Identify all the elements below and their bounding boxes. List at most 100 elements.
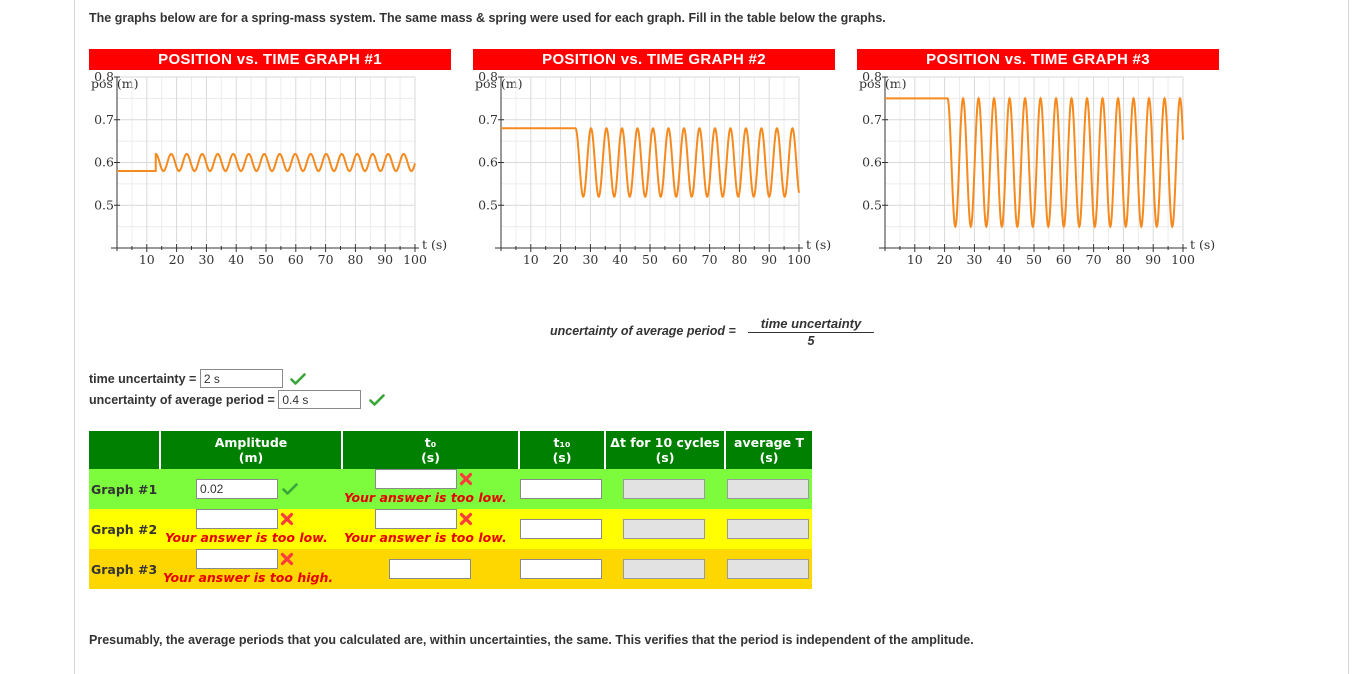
- t10-cell: [519, 549, 605, 589]
- x-tick-label: 20: [937, 252, 953, 267]
- x-tick-label: 70: [1086, 252, 1102, 267]
- page-frame-left: [74, 0, 75, 674]
- graph-plot: pos (m) t (s) 10 20 30 40 50 60 70 80 90 100 0.5 0.…: [859, 69, 1215, 267]
- average-t-output: [727, 519, 809, 539]
- t10-cell: [519, 509, 605, 549]
- delta-t-cell: [605, 549, 725, 589]
- x-tick-label: 60: [1056, 252, 1072, 267]
- table-row-graph-3: Graph #3 Your answer is too high.: [89, 549, 812, 589]
- average-t-cell: [725, 549, 812, 589]
- y-tick-label: 0.6: [478, 155, 498, 170]
- amplitude-error-message: Your answer is too low.: [165, 530, 328, 545]
- cross-icon: [280, 552, 294, 566]
- delta-t-cell: [605, 509, 725, 549]
- x-tick-label: 50: [642, 252, 658, 267]
- graph-plot: pos (m) t (s) 10 20 30 40 50 60 70 80 90 100 0.5 0.…: [475, 69, 831, 267]
- time-uncertainty-input[interactable]: 2 s: [199, 369, 283, 388]
- x-tick-label: 40: [228, 252, 244, 267]
- y-tick-label: 0.7: [478, 112, 498, 127]
- y-tick-label: 0.7: [94, 112, 114, 127]
- amplitude-error-message: Your answer is too high.: [163, 570, 334, 585]
- y-tick-label: 0.8: [94, 69, 114, 84]
- amplitude-input[interactable]: [196, 509, 278, 529]
- avg-period-uncertainty-input[interactable]: 0.4 s: [278, 390, 362, 409]
- x-tick-label: 90: [377, 252, 393, 267]
- formula-fraction: time uncertainty 5: [748, 316, 874, 348]
- x-tick-label: 80: [731, 252, 747, 267]
- header-line1: Amplitude: [214, 435, 288, 450]
- x-tick-label: 10: [139, 252, 155, 267]
- header-line2: (s): [655, 450, 675, 465]
- x-tick-label: 30: [582, 252, 598, 267]
- t10-input[interactable]: [520, 519, 602, 539]
- y-tick-label: 0.8: [478, 69, 498, 84]
- header-line2: (s): [552, 450, 572, 465]
- position-curve: [885, 96, 1184, 229]
- header-line1: t₀: [424, 435, 437, 450]
- t0-input[interactable]: [389, 559, 471, 579]
- y-tick-label: 0.5: [478, 197, 498, 212]
- amplitude-cell: Your answer is too high.: [160, 549, 342, 589]
- t10-input[interactable]: [520, 479, 602, 499]
- amplitude-input[interactable]: [196, 549, 278, 569]
- x-tick-label: 80: [1115, 252, 1131, 267]
- graph-title: POSITION vs. TIME GRAPH #3: [857, 49, 1219, 70]
- header-t10: t₁₀ (s): [519, 431, 606, 469]
- delta-t-cell: [605, 469, 725, 509]
- graph-title: POSITION vs. TIME GRAPH #2: [473, 49, 835, 70]
- table-header-row: Amplitude (m) t₀ (s) t₁₀ (s) Δt for 10 cycl…: [89, 431, 812, 469]
- x-tick-label: 100: [1171, 252, 1195, 267]
- row-label: Graph #1: [89, 469, 160, 509]
- header-amplitude: Amplitude (m): [160, 431, 343, 469]
- position-time-graph-1: POSITION vs. TIME GRAPH #1 pos (m) t (s)…: [89, 49, 509, 279]
- delta-t-output: [623, 519, 705, 539]
- t0-input[interactable]: [375, 469, 457, 489]
- intro-text: The graphs below are for a spring-mass s…: [89, 11, 886, 25]
- header-average-t: average T (s): [725, 431, 812, 469]
- t0-cell: Your answer is too low.: [342, 469, 519, 509]
- x-axis-label: t (s): [422, 237, 447, 252]
- header-line1: t₁₀: [553, 435, 571, 450]
- conclusion-text: Presumably, the average periods that you…: [89, 633, 974, 647]
- t0-input[interactable]: [375, 509, 457, 529]
- average-t-cell: [725, 469, 812, 509]
- x-tick-label: 70: [318, 252, 334, 267]
- check-icon: [282, 483, 298, 495]
- y-tick-label: 0.7: [862, 112, 882, 127]
- avg-period-uncertainty-label: uncertainty of average period =: [89, 392, 275, 407]
- plot-area: 10 20 30 40 50 60 70 80 90 100 0.5 0.6 0.7 0.8: [862, 69, 1195, 267]
- formula-numerator: time uncertainty: [748, 316, 874, 333]
- t0-cell: [342, 549, 519, 589]
- header-blank: [89, 431, 161, 469]
- results-table: Amplitude (m) t₀ (s) t₁₀ (s) Δt for 10 cycl…: [89, 431, 812, 589]
- x-tick-label: 20: [553, 252, 569, 267]
- y-tick-label: 0.6: [862, 155, 882, 170]
- x-tick-label: 10: [907, 252, 923, 267]
- page-frame-right: [1348, 0, 1349, 674]
- table-row-graph-1: Graph #1 0.02 Your answer is too low.: [89, 469, 812, 509]
- t0-error-message: Your answer is too low.: [344, 530, 507, 545]
- position-time-graph-3: POSITION vs. TIME GRAPH #3 pos (m) t (s)…: [857, 49, 1277, 279]
- cross-icon: [459, 512, 473, 526]
- header-delta-t: Δt for 10 cycles (s): [605, 431, 726, 469]
- x-tick-label: 100: [403, 252, 427, 267]
- t10-input[interactable]: [520, 559, 602, 579]
- x-tick-label: 30: [966, 252, 982, 267]
- y-tick-label: 0.5: [862, 197, 882, 212]
- x-tick-label: 30: [198, 252, 214, 267]
- header-line1: Δt for 10 cycles: [610, 435, 720, 450]
- cross-icon: [459, 472, 473, 486]
- average-t-output: [727, 559, 809, 579]
- t0-cell: Your answer is too low.: [342, 509, 519, 549]
- plot-area: 10 20 30 40 50 60 70 80 90 100 0.5 0.6 0.7 0.8: [94, 69, 427, 267]
- check-icon: [290, 372, 307, 385]
- check-icon: [368, 393, 385, 406]
- x-tick-label: 90: [761, 252, 777, 267]
- average-t-cell: [725, 509, 812, 549]
- amplitude-input[interactable]: 0.02: [196, 479, 278, 499]
- time-uncertainty-label: time uncertainty =: [89, 371, 197, 386]
- avg-period-uncertainty-row: uncertainty of average period = 0.4 s: [89, 390, 385, 409]
- position-curve: [117, 152, 416, 173]
- t10-cell: [519, 469, 605, 509]
- plot-area: 10 20 30 40 50 60 70 80 90 100 0.5 0.6 0.7 0.8: [478, 69, 811, 267]
